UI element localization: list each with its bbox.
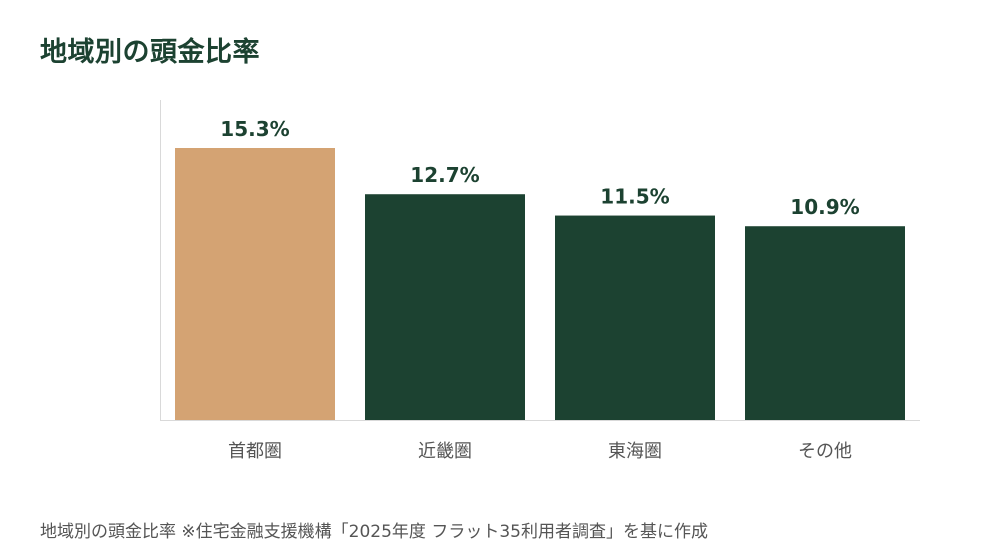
x-tick-label-3: 東海圏	[608, 441, 662, 462]
bar-3	[555, 215, 715, 420]
x-tick-label-4: その他	[798, 441, 852, 462]
data-label-4: 10.9%	[790, 195, 859, 219]
data-label-1: 15.3%	[220, 117, 289, 141]
bar-2	[365, 194, 525, 420]
x-tick-label-2: 近畿圏	[418, 441, 472, 462]
bar-4	[745, 226, 905, 420]
x-tick-label-1: 首都圏	[228, 441, 282, 462]
source-caption: 地域別の頭金比率 ※住宅金融支援機構「2025年度 フラット35利用者調査」を基…	[40, 522, 708, 542]
data-label-3: 11.5%	[600, 185, 669, 209]
data-label-2: 12.7%	[410, 163, 479, 187]
bar-1	[175, 148, 335, 420]
chart-title: 地域別の頭金比率	[40, 37, 260, 68]
